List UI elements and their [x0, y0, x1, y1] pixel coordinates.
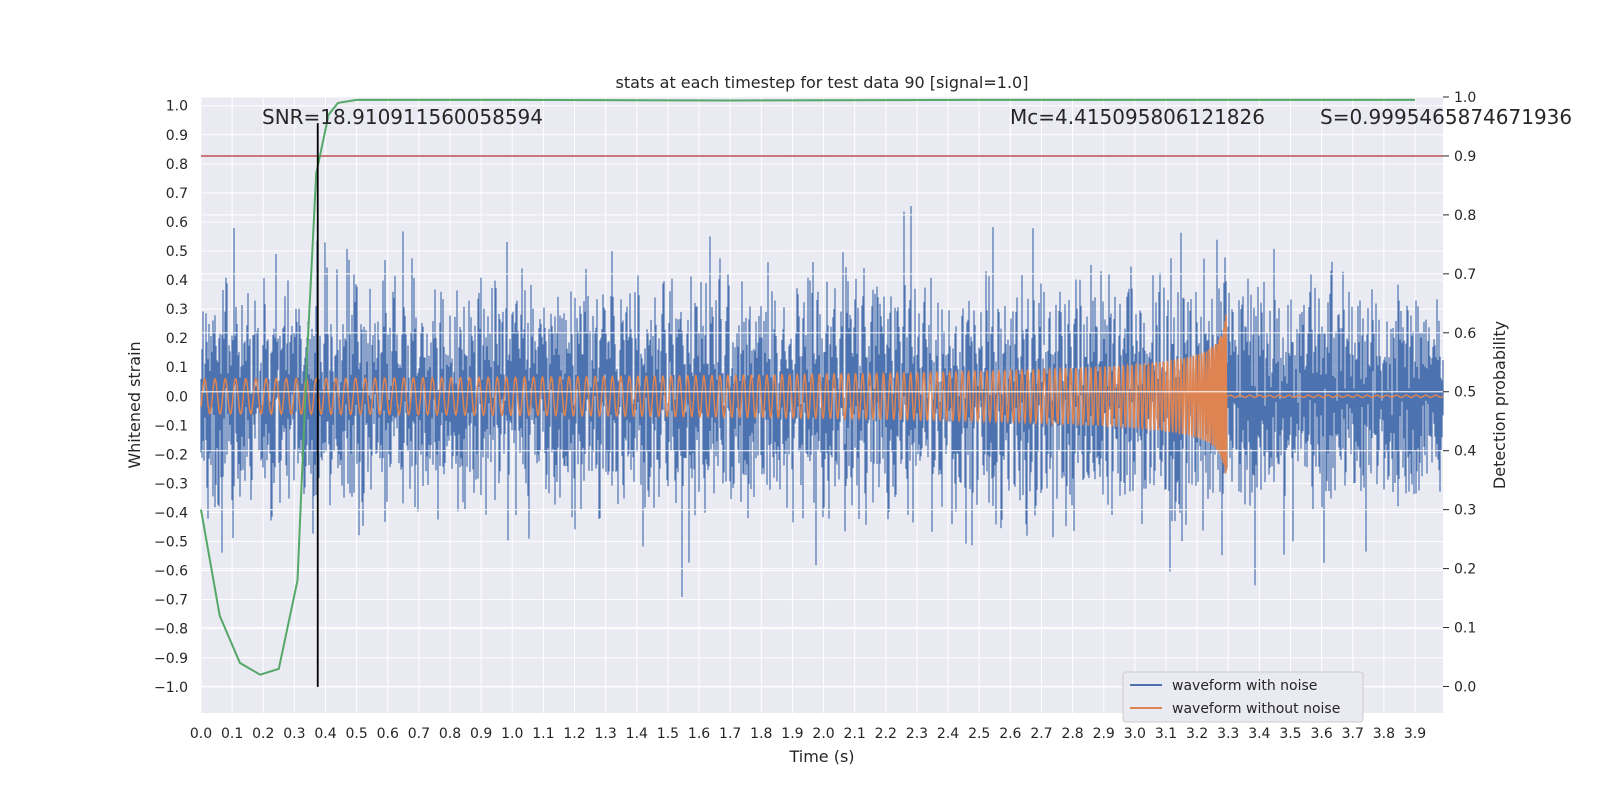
- x-tick-label: 2.5: [968, 726, 990, 742]
- x-tick-label: 0.5: [346, 726, 368, 742]
- x-tick-label: 1.1: [532, 726, 554, 742]
- x-tick-label: 3.0: [1124, 726, 1146, 742]
- y2-tick-label: 0.3: [1454, 503, 1476, 519]
- x-axis-ticks: 0.0 0.1 0.2 0.3 0.4 0.5 0.6 0.7 0.8 0.9 1.0 1.1 1.2 1…: [190, 726, 1426, 742]
- y2-axis-ticks: 1.0 0.9 0.8 0.7 0.6 0.5 0.4 0.3 0.2 0.1 0.0: [1443, 90, 1476, 695]
- series-waveform-without-noise: [200, 314, 1444, 474]
- y-tick-label: −0.6: [154, 564, 188, 580]
- x-tick-label: 0.3: [283, 726, 305, 742]
- y-tick-label: −0.7: [154, 593, 188, 609]
- legend-label-clean: waveform without noise: [1172, 701, 1340, 717]
- x-tick-label: 3.8: [1373, 726, 1395, 742]
- x-tick-label: 3.6: [1310, 726, 1332, 742]
- x-tick-label: 2.6: [999, 726, 1021, 742]
- clean-waveform-path: [200, 314, 1444, 474]
- x-tick-label: 3.2: [1186, 726, 1208, 742]
- x-tick-label: 3.3: [1217, 726, 1239, 742]
- secondary-grid-lines: [201, 96, 1443, 688]
- x-tick-label: 3.4: [1248, 726, 1270, 742]
- snr-annotation: SNR=18.910911560058594: [262, 105, 543, 129]
- x-tick-label: 1.0: [501, 726, 523, 742]
- y-tick-label: −0.4: [154, 506, 188, 522]
- y-tick-label: 0.4: [166, 273, 188, 289]
- y2-axis-label: Detection probability: [1490, 321, 1509, 489]
- y-axis-label: Whitened strain: [125, 341, 144, 468]
- x-tick-label: 2.4: [937, 726, 959, 742]
- x-tick-label: 1.8: [750, 726, 772, 742]
- x-tick-label: 0.1: [221, 726, 243, 742]
- y-tick-label: 0.0: [166, 389, 188, 405]
- y2-tick-label: 0.8: [1454, 208, 1476, 224]
- y-tick-label: 0.2: [166, 331, 188, 347]
- chart-title: stats at each timestep for test data 90 …: [616, 73, 1029, 92]
- x-tick-label: 3.1: [1155, 726, 1177, 742]
- x-tick-label: 3.7: [1342, 726, 1364, 742]
- x-tick-label: 3.5: [1279, 726, 1301, 742]
- y2-tick-label: 0.7: [1454, 267, 1476, 283]
- x-tick-label: 2.9: [1093, 726, 1115, 742]
- y-tick-label: −0.5: [154, 535, 188, 551]
- x-tick-label: 0.7: [408, 726, 430, 742]
- y-tick-label: −0.9: [154, 651, 188, 667]
- y2-tick-label: 0.2: [1454, 562, 1476, 578]
- y-tick-label: 0.7: [166, 186, 188, 202]
- y2-tick-label: 0.9: [1454, 149, 1476, 165]
- y-tick-label: −0.3: [154, 476, 188, 492]
- x-tick-label: 1.6: [688, 726, 710, 742]
- x-tick-label: 0.0: [190, 726, 212, 742]
- x-tick-label: 2.1: [844, 726, 866, 742]
- x-tick-label: 1.2: [563, 726, 585, 742]
- y-axis-ticks: 1.0 0.9 0.8 0.7 0.6 0.5 0.4 0.3 0.2 0.1 0.0 −0.1 −0.…: [154, 99, 188, 696]
- y-tick-label: 0.8: [166, 157, 188, 173]
- y2-tick-label: 1.0: [1454, 90, 1476, 106]
- y-tick-label: 1.0: [166, 99, 188, 115]
- y-tick-label: 0.9: [166, 128, 188, 144]
- y-tick-label: 0.3: [166, 302, 188, 318]
- y-tick-label: −0.1: [154, 418, 188, 434]
- x-tick-label: 1.7: [719, 726, 741, 742]
- x-tick-label: 2.2: [875, 726, 897, 742]
- y2-tick-label: 0.4: [1454, 444, 1476, 460]
- x-axis-label: Time (s): [788, 747, 854, 766]
- y2-tick-label: 0.1: [1454, 621, 1476, 637]
- detection-probability-line: [200, 98, 1415, 676]
- y-tick-label: −0.2: [154, 447, 188, 463]
- x-tick-label: 1.3: [595, 726, 617, 742]
- legend-box: [1122, 671, 1364, 723]
- y2-tick-label: 0.0: [1454, 679, 1476, 695]
- x-tick-label: 2.3: [906, 726, 928, 742]
- y-tick-label: 0.1: [166, 360, 188, 376]
- s-annotation: S=0.9995465874671936: [1320, 105, 1572, 129]
- legend: waveform with noise waveform without noi…: [1122, 671, 1364, 723]
- x-tick-label: 1.4: [626, 726, 648, 742]
- x-tick-label: 0.8: [439, 726, 461, 742]
- x-tick-label: 0.4: [314, 726, 336, 742]
- x-tick-label: 0.2: [252, 726, 274, 742]
- x-tick-label: 2.0: [812, 726, 834, 742]
- x-tick-label: 0.9: [470, 726, 492, 742]
- chirp-mass-annotation: Mᴄ=4.415095806121826: [1010, 105, 1265, 129]
- legend-label-noise: waveform with noise: [1172, 678, 1317, 694]
- y-tick-label: −0.8: [154, 622, 188, 638]
- y-tick-label: −1.0: [154, 680, 188, 696]
- x-tick-label: 0.6: [377, 726, 399, 742]
- x-tick-label: 1.9: [781, 726, 803, 742]
- y-tick-label: 0.5: [166, 244, 188, 260]
- y2-tick-label: 0.5: [1454, 385, 1476, 401]
- x-tick-label: 2.8: [1061, 726, 1083, 742]
- x-tick-label: 3.9: [1404, 726, 1426, 742]
- x-tick-label: 1.5: [657, 726, 679, 742]
- y-tick-label: 0.6: [166, 215, 188, 231]
- x-tick-label: 2.7: [1030, 726, 1052, 742]
- y2-tick-label: 0.6: [1454, 326, 1476, 342]
